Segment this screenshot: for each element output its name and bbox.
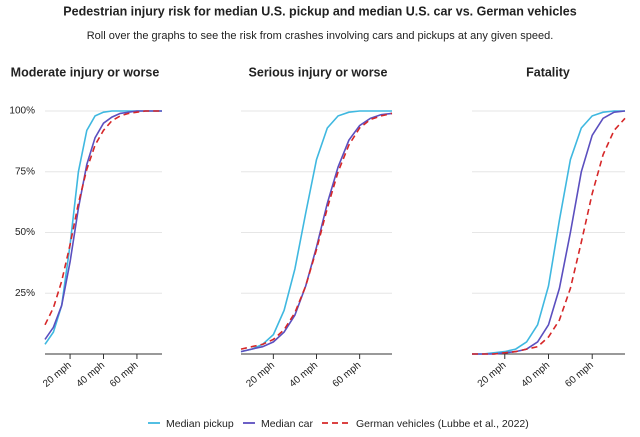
legend-label: German vehicles (Lubbe et al., 2022) bbox=[356, 418, 529, 430]
x-tick-label: 20 mph bbox=[476, 360, 509, 390]
series-line bbox=[240, 110, 392, 353]
series-line bbox=[44, 110, 162, 340]
panel-title: Serious injury or worse bbox=[249, 65, 388, 79]
series-line bbox=[240, 112, 393, 353]
series-line bbox=[240, 112, 393, 350]
panel-title: Fatality bbox=[526, 65, 570, 79]
y-tick-label: 25% bbox=[15, 288, 35, 299]
x-tick-label: 60 mph bbox=[331, 360, 364, 390]
x-tick-label: 60 mph bbox=[563, 360, 596, 390]
legend-label: Median car bbox=[261, 418, 313, 430]
x-tick-label: 20 mph bbox=[244, 360, 277, 390]
x-tick-label: 40 mph bbox=[520, 360, 553, 390]
x-tick-label: 20 mph bbox=[41, 360, 74, 390]
x-tick-label: 60 mph bbox=[108, 360, 141, 390]
y-tick-label: 50% bbox=[15, 227, 35, 238]
x-tick-label: 40 mph bbox=[288, 360, 321, 390]
series-line bbox=[472, 117, 626, 355]
series-line bbox=[44, 110, 162, 345]
series-line bbox=[472, 110, 625, 355]
panel-title: Moderate injury or worse bbox=[11, 65, 160, 79]
figure-title: Pedestrian injury risk for median U.S. p… bbox=[63, 4, 576, 18]
figure-subtitle: Roll over the graphs to see the risk fro… bbox=[87, 30, 554, 42]
series-line bbox=[44, 110, 162, 326]
y-tick-label: 100% bbox=[9, 106, 35, 117]
legend-label: Median pickup bbox=[166, 418, 234, 430]
x-tick-label: 40 mph bbox=[75, 360, 108, 390]
y-tick-label: 75% bbox=[15, 166, 35, 177]
